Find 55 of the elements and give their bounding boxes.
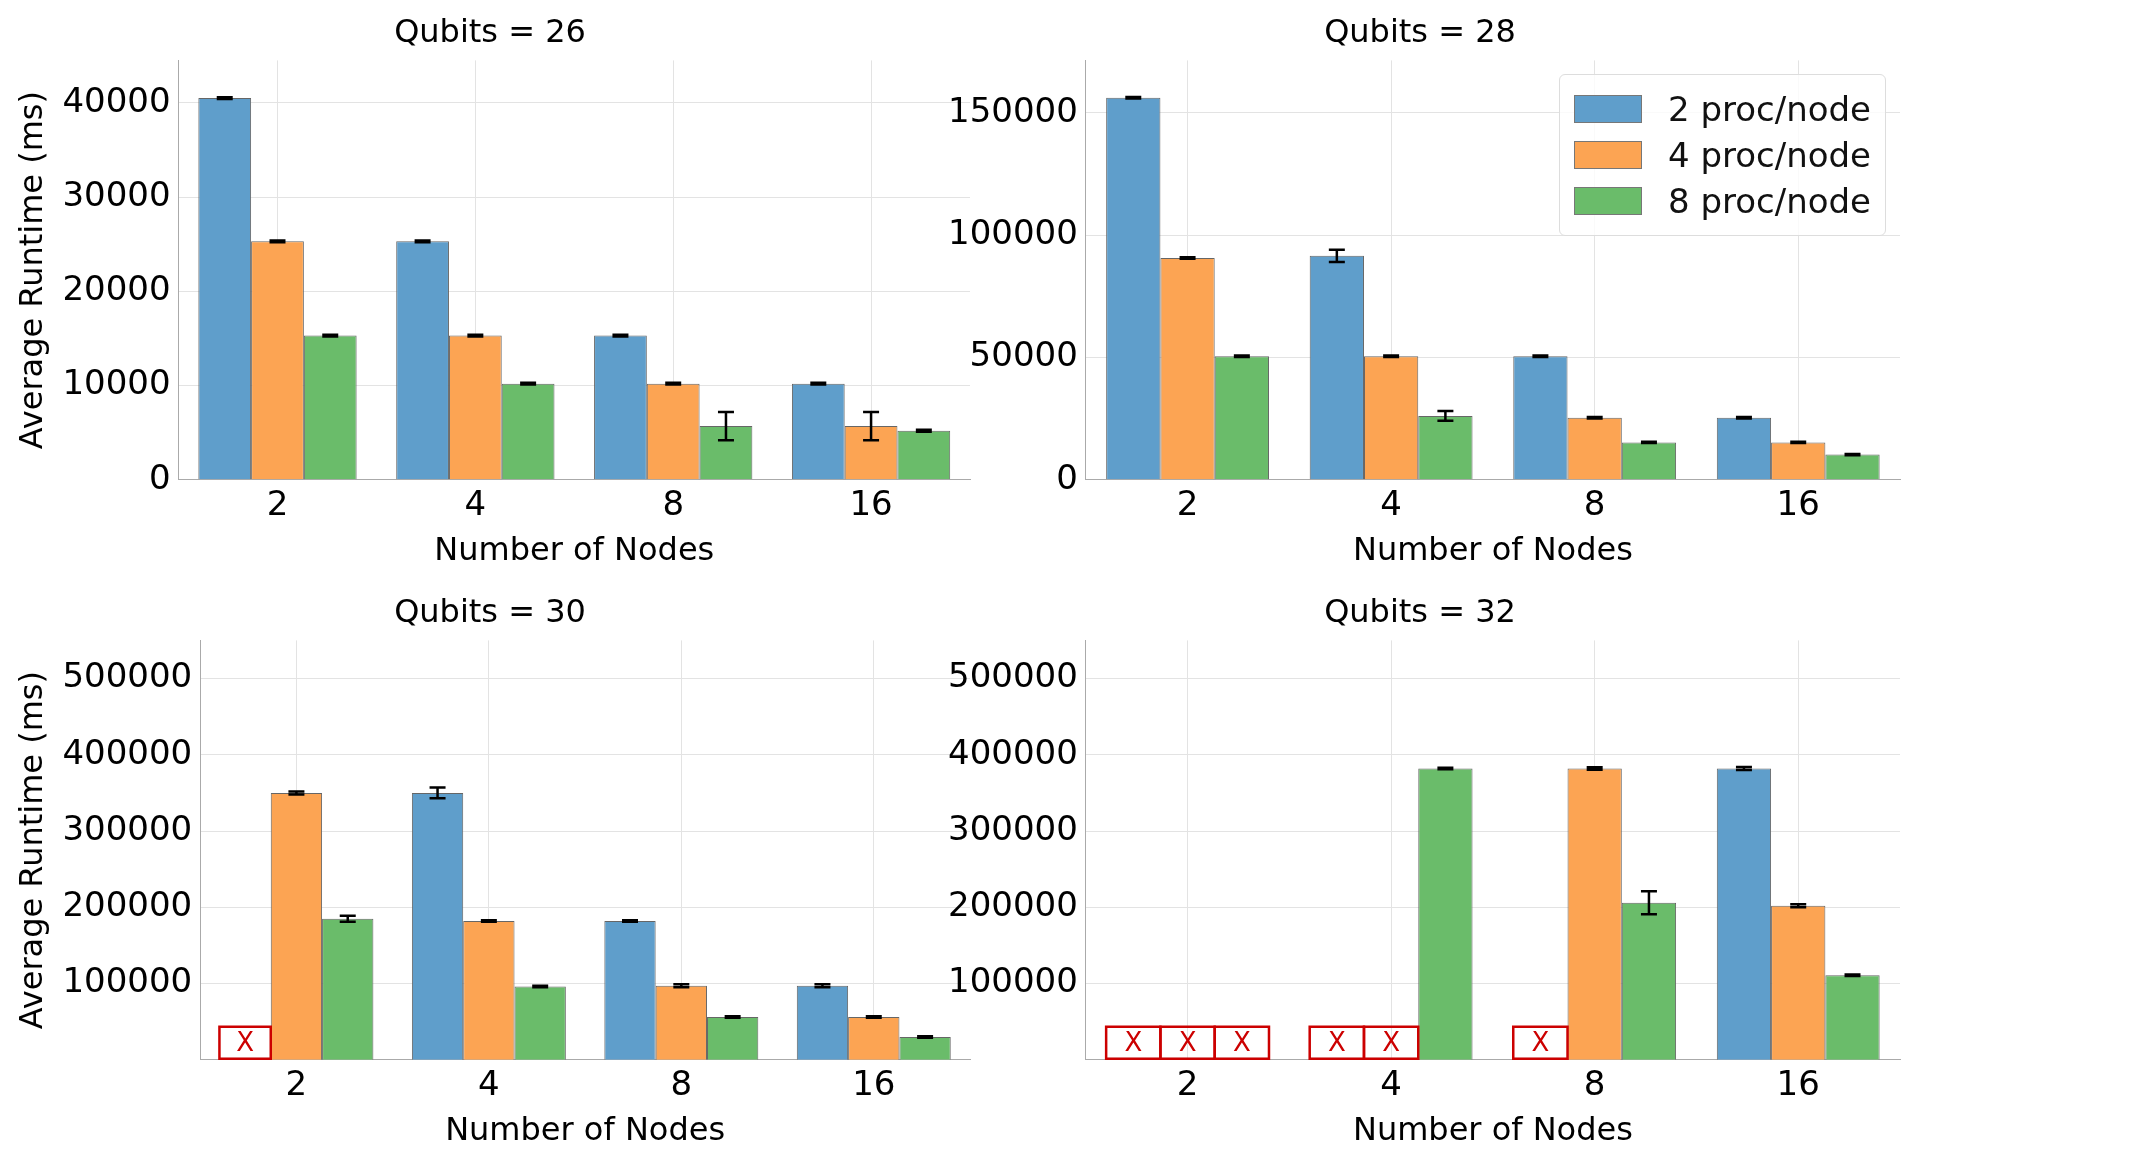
x-axis-title: Number of Nodes [434, 530, 715, 569]
chart-title: Qubits = 30 [394, 591, 586, 630]
chart-title: Qubits = 28 [1324, 11, 1516, 50]
x-tick-label: 4 [478, 1063, 500, 1104]
y-tick-label: 300000 [62, 807, 193, 848]
x-tick-label: 2 [285, 1063, 308, 1104]
data-label: X [236, 1026, 254, 1057]
x-tick-label: 8 [1583, 1063, 1606, 1104]
x-tick-label: 16 [1776, 483, 1820, 524]
y-tick-label: 40000 [62, 79, 171, 120]
x-axis-title: Number of Nodes [445, 1110, 726, 1149]
x-tick-label: 16 [849, 483, 893, 524]
x-tick-label: 4 [464, 483, 487, 524]
y-tick-label: 20000 [62, 268, 171, 309]
x-tick-label: 8 [670, 1063, 693, 1104]
y-axis-title: Average Runtime (ms) [11, 670, 50, 1030]
x-tick-label: 2 [1176, 483, 1199, 524]
x-tick-label: 16 [1776, 1063, 1820, 1104]
data-label: X [1124, 1026, 1143, 1057]
data-label: X [1327, 1026, 1346, 1057]
y-tick-label: 150000 [947, 89, 1078, 130]
x-axis-title: Number of Nodes [1352, 1110, 1633, 1149]
y-axis-title: Average Runtime (ms) [11, 90, 50, 450]
y-tick-label: 100000 [947, 212, 1078, 253]
x-tick-label: 16 [852, 1063, 896, 1104]
chart-title: Qubits = 26 [394, 11, 586, 50]
x-tick-label: 2 [266, 483, 289, 524]
y-tick-label: 200000 [62, 884, 193, 925]
chart-title: Qubits = 32 [1324, 591, 1516, 630]
legend-label: 8 proc/node [1667, 181, 1871, 222]
y-tick-label: 300000 [947, 807, 1078, 848]
legend-label: 4 proc/node [1667, 135, 1871, 176]
y-tick-label: 100000 [947, 960, 1078, 1001]
data-label: X [1178, 1026, 1197, 1057]
data-label: X [1531, 1026, 1550, 1057]
y-tick-label: 500000 [947, 655, 1078, 696]
y-tick-label: 0 [148, 456, 171, 497]
y-tick-label: 0 [1056, 456, 1078, 497]
x-tick-label: 8 [662, 483, 685, 524]
y-tick-label: 200000 [947, 884, 1078, 925]
data-label: X [1382, 1026, 1401, 1057]
y-tick-label: 500000 [62, 655, 193, 696]
x-axis-title: Number of Nodes [1352, 530, 1633, 569]
y-tick-label: 30000 [62, 173, 171, 214]
y-tick-label: 400000 [947, 731, 1078, 772]
data-label: X [1232, 1026, 1251, 1057]
y-tick-label: 50000 [969, 334, 1078, 375]
y-tick-label: 100000 [62, 960, 193, 1001]
x-tick-label: 4 [1380, 483, 1402, 524]
y-tick-label: 400000 [62, 731, 193, 772]
x-tick-label: 4 [1380, 1063, 1402, 1104]
x-tick-label: 8 [1583, 483, 1606, 524]
x-tick-label: 2 [1176, 1063, 1199, 1104]
legend-label: 2 proc/node [1667, 89, 1871, 130]
y-tick-label: 10000 [62, 362, 171, 403]
